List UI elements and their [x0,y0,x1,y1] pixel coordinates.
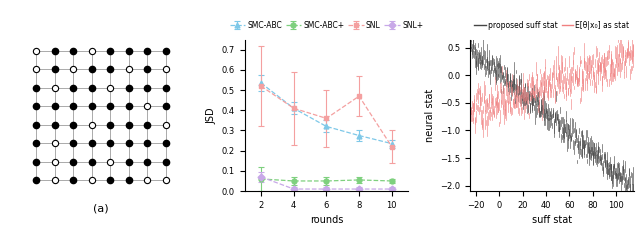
Text: (a): (a) [93,203,109,213]
Legend: SMC-ABC, SMC-ABC+, SNL, SNL+: SMC-ABC, SMC-ABC+, SNL, SNL+ [227,18,426,33]
Legend: proposed suff stat, E[θ|x₀] as stat: proposed suff stat, E[θ|x₀] as stat [471,18,632,33]
X-axis label: suff stat: suff stat [532,215,572,225]
Y-axis label: neural stat: neural stat [425,89,435,142]
X-axis label: rounds: rounds [310,215,343,225]
Y-axis label: JSD: JSD [206,107,216,124]
